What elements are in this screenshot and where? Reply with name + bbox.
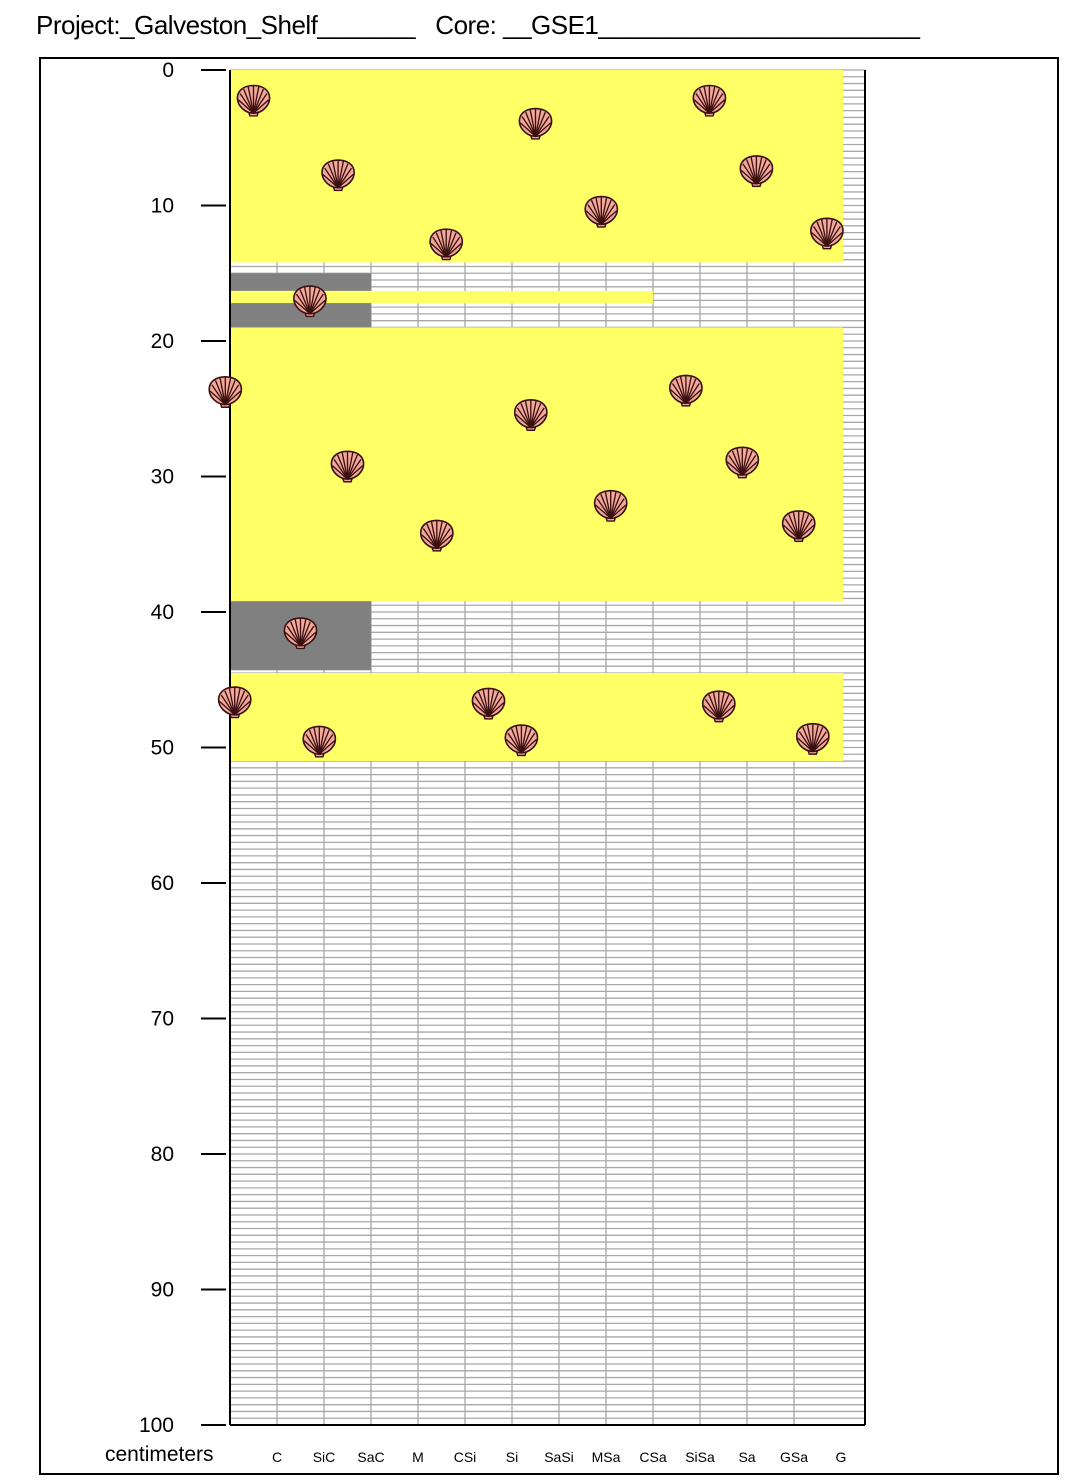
depth-tick-label: 50 (151, 737, 174, 760)
grain-size-label: C (272, 1449, 282, 1465)
project-label: Project: (36, 10, 121, 40)
core-log-frame (39, 57, 1059, 1475)
grain-size-label: G (836, 1449, 847, 1465)
grain-size-label: MSa (592, 1449, 621, 1465)
depth-unit-label: centimeters (105, 1443, 214, 1466)
core-log-header: Project:_Galveston_Shelf_______ Core: __… (36, 10, 920, 41)
grain-size-label: Sa (738, 1449, 755, 1465)
grain-size-label: SaC (357, 1449, 384, 1465)
grain-size-label: M (412, 1449, 424, 1465)
project-value: _Galveston_Shelf_______ (120, 10, 416, 40)
depth-tick-label: 30 (151, 466, 174, 489)
depth-axis: 0 10 20 30 40 50 60 70 80 90 100 centimeters (105, 59, 226, 1466)
grain-size-label: CSi (454, 1449, 477, 1465)
sand-lamina (231, 290, 653, 304)
grain-size-label: GSa (780, 1449, 808, 1465)
depth-tick-label: 0 (162, 59, 174, 82)
grain-size-label: SiC (313, 1449, 336, 1465)
depth-tick-label: 40 (151, 601, 174, 624)
core-value: __GSE1_______________________ (503, 10, 920, 40)
depth-tick-label: 70 (151, 1008, 174, 1031)
depth-tick-label: 90 (151, 1279, 174, 1302)
depth-tick-label: 100 (139, 1414, 174, 1437)
grain-size-label: SaSi (544, 1449, 574, 1465)
depth-tick-label: 10 (151, 195, 174, 218)
core-label: Core: (435, 10, 497, 40)
depth-tick-label: 20 (151, 330, 174, 353)
grain-size-label: Si (506, 1449, 518, 1465)
depth-tick-label: 80 (151, 1143, 174, 1166)
grain-size-label: CSa (639, 1449, 666, 1465)
depth-tick-label: 60 (151, 872, 174, 895)
grain-size-labels: C SiC SaC M CSi Si SaSi MSa CSa SiSa Sa GSa G (272, 1449, 847, 1465)
grain-size-label: SiSa (685, 1449, 715, 1465)
